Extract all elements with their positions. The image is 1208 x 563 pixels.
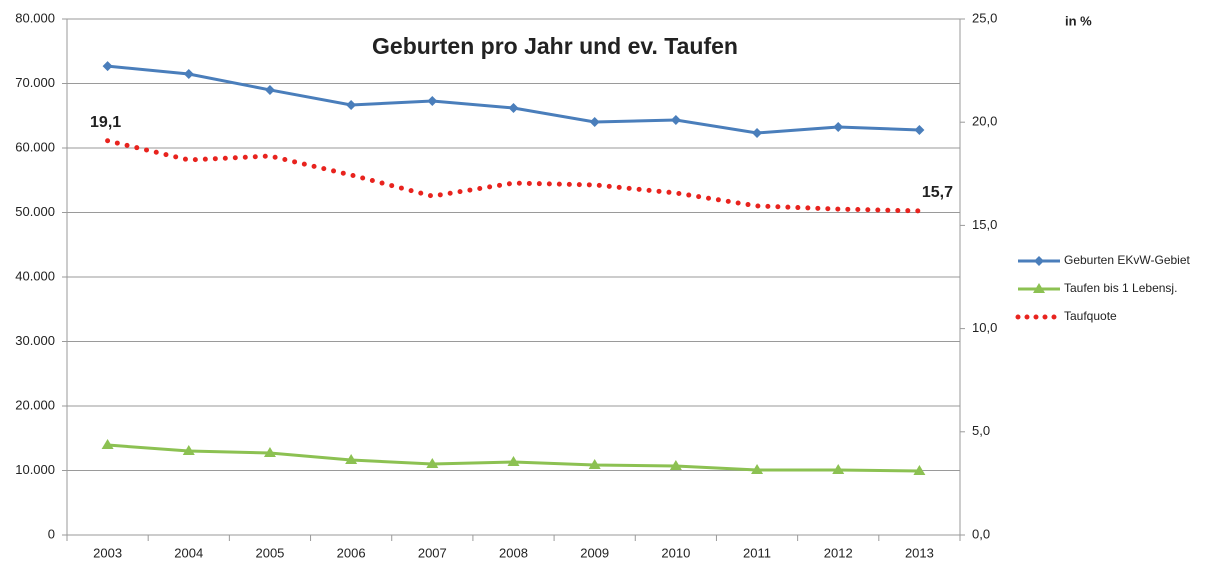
x-tick-label: 2009	[580, 545, 609, 560]
x-tick-label: 2006	[337, 545, 366, 560]
y2-unit-label: in %	[1065, 13, 1092, 28]
data-point	[507, 455, 520, 466]
y2-tick-label: 0,0	[972, 526, 990, 541]
data-point	[345, 453, 358, 464]
y2-tick-label: 10,0	[972, 320, 997, 335]
data-point	[751, 463, 764, 474]
data-point	[427, 95, 438, 106]
data-point	[508, 103, 519, 114]
x-tick-label: 2003	[93, 545, 122, 560]
y-tick-label: 0	[48, 526, 55, 541]
data-point	[913, 465, 926, 476]
legend-marker	[1033, 283, 1045, 293]
data-point	[669, 459, 682, 470]
x-tick-label: 2012	[824, 545, 853, 560]
y-tick-label: 30.000	[15, 333, 55, 348]
series-line	[107, 64, 920, 135]
y2-tick-label: 20,0	[972, 114, 997, 129]
x-tick-label: 2008	[499, 545, 528, 560]
x-tick-label: 2013	[905, 545, 934, 560]
data-point	[832, 463, 845, 474]
y-tick-label: 10.000	[15, 462, 55, 477]
y-tick-label: 40.000	[15, 268, 55, 283]
chart-title: Geburten pro Jahr und ev. Taufen	[372, 33, 738, 59]
data-point	[833, 121, 844, 132]
data-label: 15,7	[922, 184, 953, 201]
data-point	[264, 84, 275, 95]
y-tick-label: 80.000	[15, 10, 55, 25]
legend-marker	[1034, 256, 1044, 266]
data-point	[102, 61, 113, 72]
data-point	[589, 117, 600, 128]
data-point	[588, 459, 601, 470]
x-tick-label: 2005	[255, 545, 284, 560]
data-point	[670, 115, 681, 126]
x-tick-label: 2011	[743, 545, 771, 560]
y2-tick-label: 25,0	[972, 10, 997, 25]
y-tick-label: 20.000	[15, 397, 55, 412]
series-line	[105, 138, 922, 214]
legend-label: Taufquote	[1064, 309, 1117, 323]
y-tick-label: 60.000	[15, 139, 55, 154]
y-tick-label: 50.000	[15, 204, 55, 219]
legend-label: Geburten EKvW-Gebiet	[1064, 253, 1191, 267]
data-point	[183, 69, 194, 80]
y-tick-label: 70.000	[15, 75, 55, 90]
data-point	[426, 458, 439, 469]
legend-label: Taufen bis 1 Lebensj.	[1064, 281, 1177, 295]
data-point	[182, 445, 195, 456]
data-point	[752, 127, 763, 138]
data-point	[346, 99, 357, 110]
y2-tick-label: 5,0	[972, 423, 990, 438]
data-point	[101, 439, 114, 450]
data-point	[914, 125, 925, 136]
x-tick-label: 2010	[661, 545, 690, 560]
y2-tick-label: 15,0	[972, 217, 997, 232]
data-point	[263, 447, 276, 458]
x-tick-label: 2007	[418, 545, 447, 560]
data-label: 19,1	[90, 114, 121, 131]
x-tick-label: 2004	[174, 545, 203, 560]
